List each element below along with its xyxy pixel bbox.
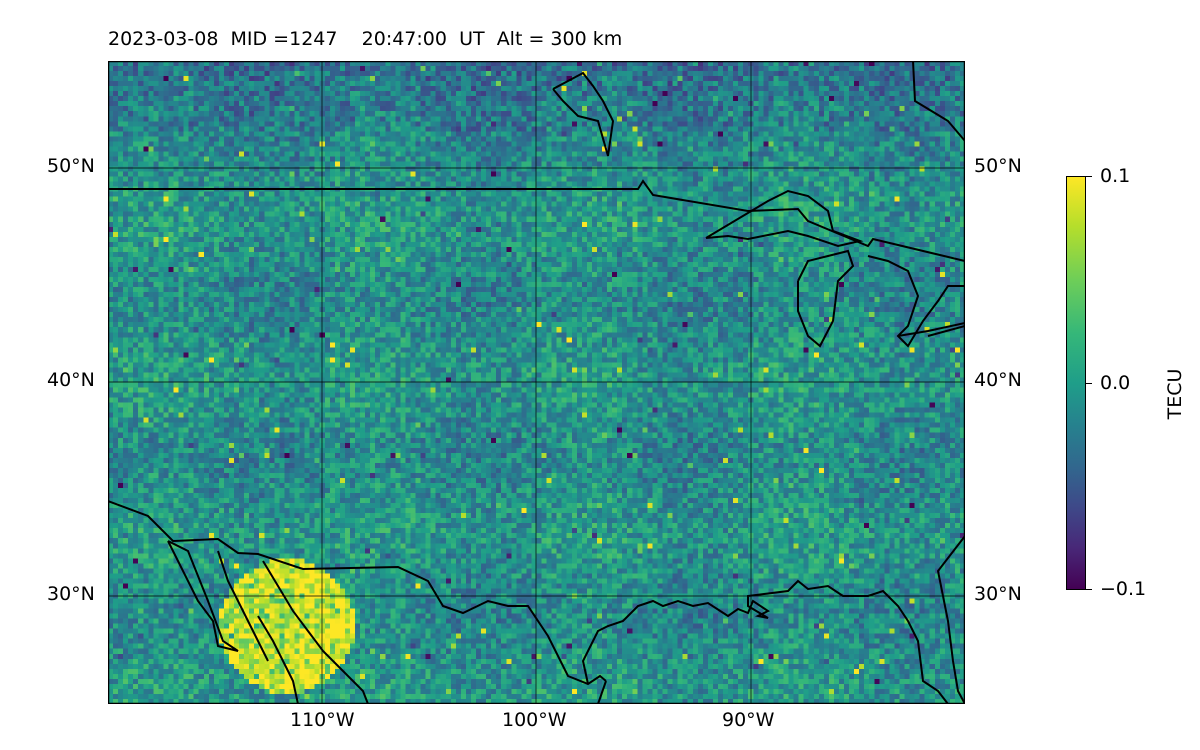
lat-label-30-left: 30°N <box>47 583 95 605</box>
colorbar-tick-max <box>1086 176 1092 177</box>
lon-label-90: 90°W <box>722 709 775 731</box>
colorbar-tick-mid <box>1086 383 1092 384</box>
colorbar-label-mid: 0.0 <box>1100 372 1131 394</box>
hudson-bay-coast <box>552 71 615 157</box>
lake-michigan <box>797 249 855 348</box>
mexico-mainland <box>262 560 369 704</box>
gridlines <box>108 61 965 704</box>
border-us-canada <box>108 179 965 262</box>
map-overlay <box>108 61 965 704</box>
title-date: 2023-03-08 <box>108 28 219 50</box>
baja-coast <box>167 540 239 652</box>
lon-label-110: 110°W <box>290 709 355 731</box>
atlantic-coast <box>936 535 965 704</box>
lat-label-50-right: 50°N <box>974 155 1022 177</box>
map-frame <box>108 61 965 704</box>
title-time: 20:47:00 <box>361 28 447 50</box>
coastlines <box>108 61 965 704</box>
tec-map <box>108 61 965 704</box>
colorbar-tick-min <box>1086 589 1092 590</box>
border-us-mexico <box>108 500 607 686</box>
gulf-coast-tx <box>581 579 949 704</box>
colorbar-label-min: −0.1 <box>1100 578 1147 600</box>
baja-spine <box>257 615 299 704</box>
lat-label-30-right: 30°N <box>974 583 1022 605</box>
colorbar <box>1066 176 1086 590</box>
lat-label-50-left: 50°N <box>47 155 95 177</box>
plot-title: 2023-03-08 MID =1247 20:47:00 UT Alt = 3… <box>108 28 622 50</box>
baja-inner <box>217 550 269 662</box>
lake-ontario <box>927 319 965 337</box>
title-alt: Alt = 300 km <box>496 28 623 50</box>
lat-label-40-left: 40°N <box>47 369 95 391</box>
ne-coast <box>912 61 965 142</box>
lake-erie <box>897 322 965 337</box>
lon-label-100: 100°W <box>502 709 567 731</box>
title-mid: MID =1247 <box>230 28 338 50</box>
colorbar-label-max: 0.1 <box>1100 165 1131 187</box>
title-ut: UT <box>459 28 485 50</box>
gulf-coast <box>597 680 607 704</box>
colorbar-title: TECU <box>1164 368 1186 420</box>
lat-label-40-right: 40°N <box>974 369 1022 391</box>
lake-superior <box>705 189 864 248</box>
